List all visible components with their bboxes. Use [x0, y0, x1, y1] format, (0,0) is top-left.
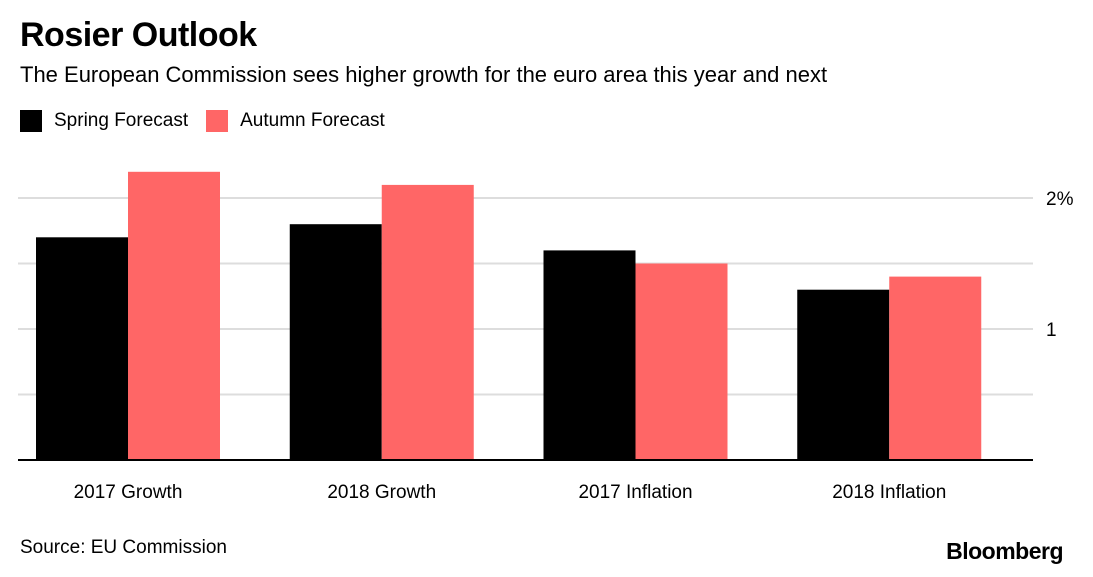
legend-item-spring: Spring Forecast [20, 110, 188, 132]
bar-autumn [128, 171, 220, 461]
bar-autumn [381, 184, 474, 460]
bar-spring [797, 289, 890, 460]
legend-label-autumn: Autumn Forecast [240, 110, 385, 131]
bar-spring [36, 237, 128, 460]
x-tick-label: 2017 Growth [74, 482, 183, 503]
chart-title: Rosier Outlook [20, 16, 257, 54]
y-tick-label: 2% [1046, 189, 1074, 210]
bloomberg-logo: Bloomberg [946, 538, 1063, 564]
bar-spring [289, 224, 382, 460]
x-tick-label: 2017 Inflation [578, 482, 692, 503]
legend-swatch-autumn [206, 110, 229, 132]
chart-subtitle: The European Commission sees higher grow… [20, 62, 828, 87]
bar-spring [543, 250, 636, 460]
legend-label-spring: Spring Forecast [54, 110, 189, 131]
x-tick-label: 2018 Inflation [832, 482, 946, 503]
legend: Spring Forecast Autumn Forecast [20, 110, 403, 132]
x-tick-label: 2018 Growth [327, 482, 436, 503]
y-tick-label: 1 [1046, 320, 1057, 341]
bar-autumn [889, 276, 982, 460]
bar-autumn [635, 263, 728, 460]
source-note: Source: EU Commission [20, 537, 227, 558]
bar-chart: 1 2% 2017 Growth 2018 Growth 2017 Inflation 2… [18, 171, 1074, 503]
legend-item-autumn: Autumn Forecast [206, 110, 385, 132]
legend-swatch-spring [20, 110, 42, 132]
